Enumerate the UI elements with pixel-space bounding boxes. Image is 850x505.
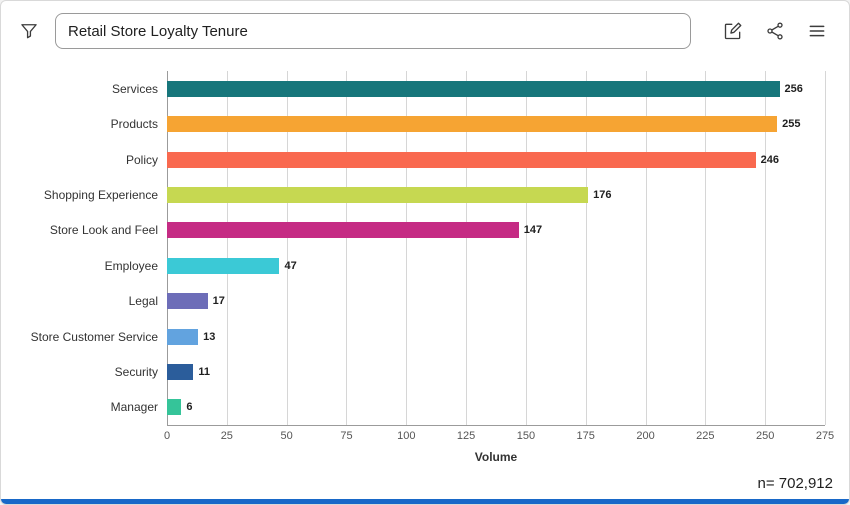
- title-input[interactable]: [55, 13, 691, 49]
- bar-row: 176: [167, 177, 825, 212]
- toolbar: [1, 1, 849, 57]
- bar-value-label: 6: [186, 401, 193, 414]
- bar-chart: Services Products Policy Shopping Experienc…: [1, 57, 849, 464]
- x-tick-label: 50: [280, 430, 293, 442]
- gridline: [226, 71, 228, 425]
- x-tick-label: 200: [636, 430, 655, 442]
- bar-row: 13: [167, 319, 825, 354]
- x-tick-label: 100: [397, 430, 416, 442]
- bar-row: 256: [167, 71, 825, 106]
- bar-row: 11: [167, 354, 825, 389]
- bar[interactable]: [167, 363, 194, 380]
- bar-value-label: 256: [784, 82, 803, 95]
- bar-value-label: 176: [593, 188, 612, 201]
- category-label: Legal: [128, 294, 158, 309]
- bar-value-label: 13: [203, 330, 216, 343]
- gridline: [525, 71, 527, 425]
- category-label: Shopping Experience: [43, 187, 158, 202]
- bar[interactable]: [167, 399, 182, 416]
- menu-button[interactable]: [803, 17, 831, 45]
- x-axis-label: Volume: [474, 450, 518, 464]
- category-label: Employee: [104, 258, 158, 273]
- gridline: [825, 71, 826, 425]
- plot-area: 256 255 246 176 147 47 17 13 11 6: [167, 71, 826, 426]
- gridline: [346, 71, 348, 425]
- bar[interactable]: [167, 293, 208, 310]
- category-label: Store Look and Feel: [49, 223, 158, 238]
- gridline: [406, 71, 408, 425]
- category-label: Manager: [110, 400, 158, 415]
- bar-row: 147: [167, 213, 825, 248]
- bar[interactable]: [167, 222, 519, 239]
- category-labels: Services Products Policy Shopping Experienc…: [9, 71, 167, 425]
- gridline: [705, 71, 707, 425]
- bar-row: 246: [167, 142, 825, 177]
- category-label: Security: [114, 364, 158, 379]
- x-tick-label: 75: [340, 430, 353, 442]
- edit-icon: [723, 21, 743, 41]
- bar-value-label: 246: [760, 153, 779, 166]
- gridline: [645, 71, 647, 425]
- gridline: [286, 71, 288, 425]
- menu-icon: [807, 21, 827, 41]
- category-label: Store Customer Service: [30, 329, 158, 344]
- footer: n= 702,912: [758, 475, 834, 492]
- x-tick-label: 275: [815, 430, 835, 442]
- x-tick-label: 225: [696, 430, 715, 442]
- x-tick-label: 0: [163, 430, 171, 442]
- bar-row: 255: [167, 106, 825, 141]
- bar[interactable]: [167, 186, 589, 203]
- bar-value-label: 47: [284, 259, 297, 272]
- gridline: [466, 71, 468, 425]
- x-tick-label: 125: [456, 430, 476, 442]
- category-label: Products: [110, 117, 158, 132]
- category-label: Services: [111, 81, 158, 96]
- bar[interactable]: [167, 328, 199, 345]
- bar-value-label: 255: [782, 118, 801, 131]
- bar[interactable]: [167, 257, 280, 274]
- share-button[interactable]: [761, 17, 789, 45]
- category-label: Policy: [125, 152, 158, 167]
- bar[interactable]: [167, 151, 756, 168]
- gridline: [167, 71, 168, 425]
- toolbar-actions: [719, 17, 831, 45]
- bar-row: 17: [167, 283, 825, 318]
- x-tick-label: 175: [576, 430, 595, 442]
- bar-row: 47: [167, 248, 825, 283]
- gridline: [585, 71, 587, 425]
- plot-wrap: 256 255 246 176 147 47 17 13 11 6 0 25 50 75 100 125 15…: [163, 71, 834, 464]
- bar-value-label: 11: [198, 365, 210, 378]
- bar-value-label: 17: [212, 295, 225, 308]
- bar-row: 6: [167, 390, 825, 425]
- share-icon: [765, 21, 785, 41]
- bar[interactable]: [167, 116, 778, 133]
- x-tick-label: 150: [516, 430, 536, 442]
- x-tick-label: 250: [755, 430, 775, 442]
- filter-button[interactable]: [15, 17, 43, 45]
- edit-button[interactable]: [719, 17, 747, 45]
- filter-icon: [19, 21, 39, 41]
- x-tick-label: 25: [220, 430, 233, 442]
- bottom-accent-bar: [1, 499, 849, 504]
- bar-value-label: 147: [523, 224, 543, 237]
- bar[interactable]: [167, 80, 780, 97]
- gridline: [765, 71, 767, 425]
- x-axis-ticks: 0 25 50 75 100 125 150 175 200 225 250 275: [163, 430, 834, 448]
- sample-size-label: n= 702,912: [757, 475, 834, 492]
